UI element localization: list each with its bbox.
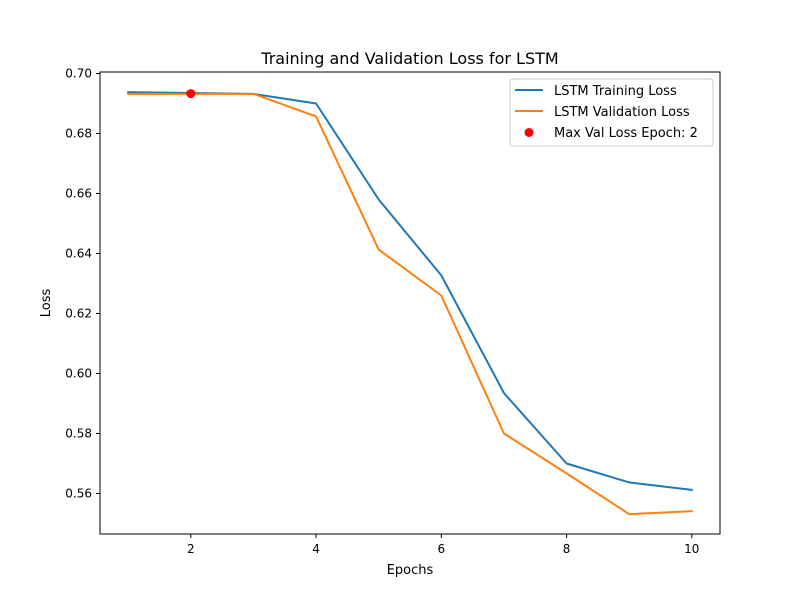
x-tick-label: 2 [187,542,195,556]
x-tick-label: 4 [312,542,320,556]
y-tick-label: 0.56 [65,487,92,501]
legend-box [509,78,714,147]
y-axis-label: Loss [39,289,54,318]
legend-label-validation: LSTM Validation Loss [554,105,690,120]
x-axis-label: Epochs [387,563,434,578]
y-tick-label: 0.60 [65,367,92,381]
plot-content [127,89,693,516]
series-line-training [127,91,693,492]
x-axis-ticks: 2 4 6 8 10 [187,534,699,556]
y-tick-label: 0.68 [65,127,92,141]
y-tick-label: 0.58 [65,427,92,441]
y-tick-label: 0.64 [65,247,92,261]
x-tick-label: 8 [563,542,571,556]
legend-swatch-max-val-marker [524,128,534,137]
max-val-loss-marker [186,89,196,99]
legend: LSTM Training Loss LSTM Validation Loss … [509,78,714,147]
legend-label-training: LSTM Training Loss [554,84,677,99]
series-line-validation [127,92,693,516]
chart-title: Training and Validation Loss for LSTM [260,49,558,68]
plot-frame [99,71,721,535]
x-tick-label: 10 [684,542,699,556]
y-axis-ticks: 0.56 0.58 0.60 0.62 0.64 0.66 0.68 0.70 [65,67,100,501]
legend-label-max-val-marker: Max Val Loss Epoch: 2 [554,126,698,141]
y-tick-label: 0.70 [65,67,92,81]
y-tick-label: 0.66 [65,187,92,201]
y-tick-label: 0.62 [65,307,92,321]
x-tick-label: 6 [437,542,445,556]
